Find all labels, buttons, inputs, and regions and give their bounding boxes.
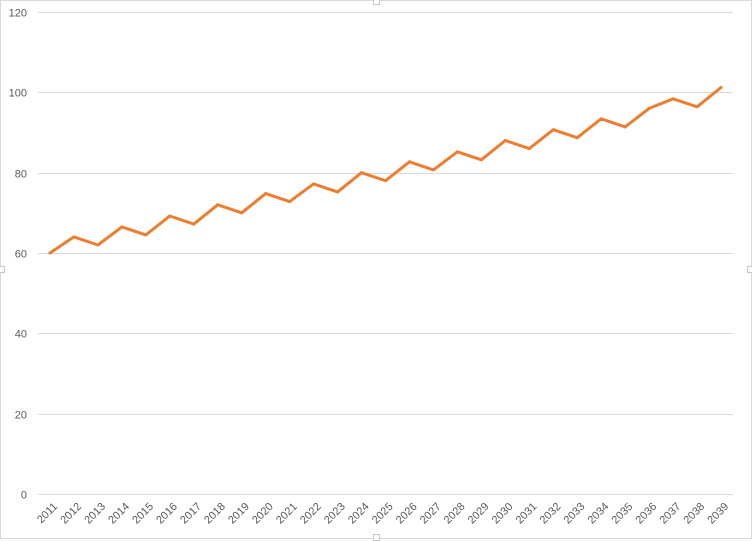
data-point-2013[interactable] (96, 243, 100, 247)
data-point-2011[interactable] (48, 251, 52, 255)
y-tick-label: 60 (15, 249, 27, 261)
x-tick-label: 2028 (442, 501, 468, 527)
x-tick-label: 2021 (274, 501, 300, 527)
x-tick-label: 2018 (202, 501, 228, 527)
y-tick-label: 20 (15, 410, 27, 422)
data-point-2022[interactable] (312, 182, 316, 186)
x-tick-label: 2020 (250, 501, 276, 527)
data-point-2014[interactable] (120, 225, 124, 229)
data-point-2031[interactable] (527, 147, 531, 151)
data-point-2020[interactable] (264, 192, 268, 196)
x-tick-label: 2027 (418, 501, 444, 527)
x-tick-label: 2030 (490, 501, 516, 527)
data-point-2030[interactable] (503, 139, 507, 143)
data-point-2018[interactable] (216, 203, 220, 207)
x-tick-label: 2023 (322, 501, 348, 527)
data-point-2032[interactable] (551, 128, 555, 132)
x-tick-label: 2034 (586, 501, 612, 527)
x-tick-label: 2033 (562, 501, 588, 527)
x-tick-label: 2035 (610, 501, 636, 527)
data-point-2017[interactable] (192, 222, 196, 226)
y-tick-label: 80 (15, 169, 27, 181)
x-tick-label: 2025 (370, 501, 396, 527)
data-point-2027[interactable] (431, 168, 435, 172)
y-tick-label: 0 (21, 490, 27, 502)
data-point-2034[interactable] (599, 117, 603, 121)
series-layer (48, 86, 723, 255)
x-tick-label: 2015 (130, 501, 156, 527)
data-point-2033[interactable] (575, 136, 579, 140)
x-tick-label: 2036 (634, 501, 660, 527)
resize-handle-left[interactable] (0, 266, 5, 273)
x-tick-label: 2038 (681, 501, 707, 527)
data-point-2028[interactable] (455, 150, 459, 154)
data-point-2039[interactable] (719, 86, 723, 90)
data-point-2036[interactable] (647, 106, 651, 110)
resize-handle-right[interactable] (747, 266, 752, 273)
data-point-2025[interactable] (384, 179, 387, 183)
x-tick-label: 2014 (106, 501, 132, 527)
x-tick-label: 2037 (658, 501, 684, 527)
x-tick-label: 2016 (154, 501, 180, 527)
x-axis-ticks: 2011201220132014201520162017201820192020… (35, 501, 731, 527)
x-tick-label: 2029 (466, 501, 492, 527)
data-point-2029[interactable] (479, 158, 483, 162)
x-tick-label: 2013 (82, 501, 108, 527)
data-point-2016[interactable] (168, 214, 172, 218)
x-tick-label: 2019 (226, 501, 252, 527)
gridlines (38, 12, 733, 495)
data-point-2023[interactable] (336, 190, 340, 194)
data-point-2037[interactable] (671, 97, 675, 101)
y-axis-ticks: 0 20 40 60 80 100 120 (9, 8, 27, 502)
x-tick-label: 2031 (514, 501, 540, 527)
data-point-2015[interactable] (144, 233, 148, 237)
x-tick-label: 2012 (58, 501, 84, 527)
data-point-2012[interactable] (72, 235, 76, 239)
data-point-2035[interactable] (623, 125, 627, 129)
data-point-2024[interactable] (360, 171, 364, 175)
x-tick-label: 2026 (394, 501, 420, 527)
data-point-2026[interactable] (407, 160, 411, 164)
y-tick-label: 100 (9, 88, 27, 100)
x-tick-label: 2011 (35, 501, 60, 526)
y-tick-label: 120 (9, 8, 27, 20)
x-tick-label: 2032 (538, 501, 564, 527)
resize-handle-top[interactable] (373, 0, 380, 5)
x-tick-label: 2024 (346, 501, 372, 527)
data-point-2021[interactable] (288, 200, 292, 204)
series-line[interactable] (48, 86, 723, 255)
x-tick-label: 2017 (178, 501, 204, 527)
data-point-2019[interactable] (240, 211, 244, 215)
x-tick-label: 2022 (298, 501, 324, 527)
data-point-2038[interactable] (695, 105, 699, 109)
y-tick-label: 40 (15, 329, 27, 341)
x-tick-label: 2039 (705, 501, 731, 527)
